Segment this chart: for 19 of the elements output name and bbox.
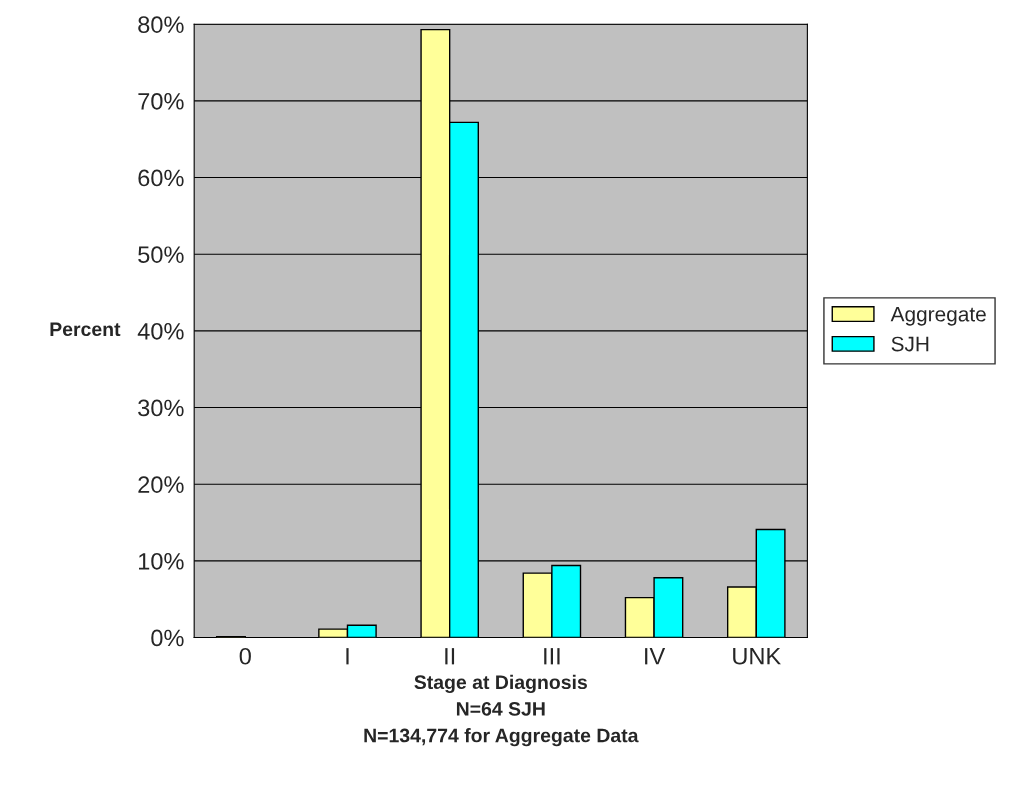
y-tick-label: 10% <box>139 552 184 570</box>
x-tick-label: 0 <box>239 647 251 665</box>
y-tick-label: 30% <box>138 399 184 417</box>
legend-label: SJH <box>891 336 929 352</box>
y-tick-label: 60% <box>138 169 184 187</box>
y-tick-label: 20% <box>138 476 184 493</box>
y-tick-label: 0% <box>151 629 184 647</box>
y-tick-label: 80% <box>138 16 184 33</box>
x-tick-label: III <box>544 648 560 665</box>
y-tick-label: 40% <box>137 322 184 340</box>
x-tick-label: UNK <box>733 648 781 665</box>
legend-label: Aggregate <box>890 307 986 326</box>
x-tick-label: IV <box>645 648 666 665</box>
y-tick-label: 70% <box>138 92 184 110</box>
y-axis-title: Percent <box>50 322 121 337</box>
x-tick-label: I <box>346 648 349 665</box>
x-axis-title: Stage at Diagnosis N=64 SJH N=134,774 for Aggregate Data <box>364 674 639 747</box>
y-tick-label: 50% <box>138 246 184 263</box>
x-tick-label: II <box>445 648 455 665</box>
